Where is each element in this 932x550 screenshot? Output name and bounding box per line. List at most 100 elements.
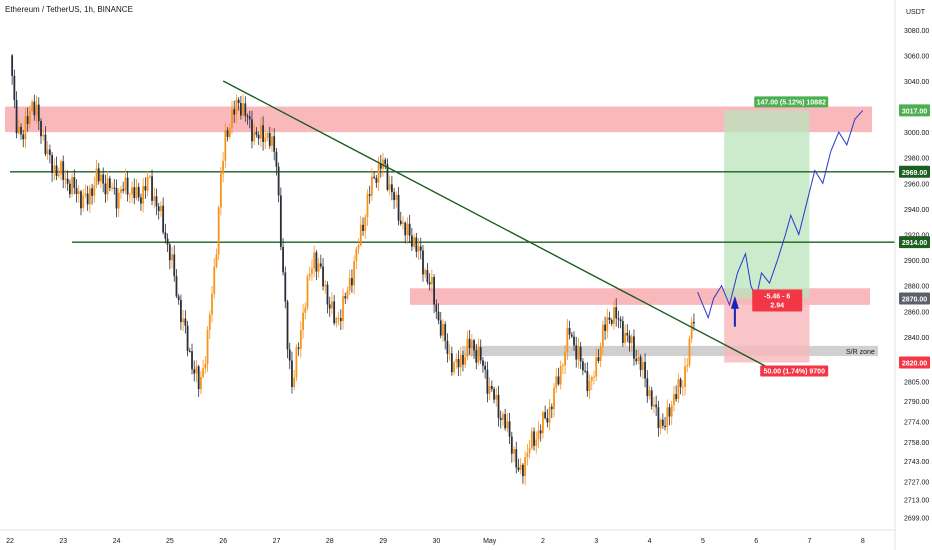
candle-body — [570, 334, 573, 337]
candle-body — [113, 187, 116, 189]
candle-body — [368, 194, 371, 196]
price-tag-bg — [899, 104, 930, 117]
x-tick-label: 6 — [754, 538, 758, 545]
candle-body — [402, 222, 404, 224]
candle-body — [71, 177, 73, 195]
candle-body — [213, 266, 216, 294]
candle-body — [433, 276, 435, 305]
candle-body — [164, 232, 167, 239]
candle-body — [95, 168, 98, 186]
candle-body — [373, 176, 376, 178]
price-axis[interactable]: USDT 3080.003060.003040.003020.003000.00… — [894, 0, 930, 550]
candle-body — [20, 126, 22, 135]
ratio-label-bg — [752, 289, 803, 312]
candle-body — [415, 237, 418, 252]
candle-body — [337, 318, 340, 320]
candle-body — [617, 318, 620, 320]
candle-body — [53, 165, 56, 173]
candle-body — [650, 390, 653, 407]
candle-body — [561, 365, 564, 367]
candle-body — [142, 186, 145, 204]
candle-body — [375, 177, 378, 183]
price-tag-text: 2969.00 — [902, 170, 927, 177]
profit-label: 147.00 (5.12%) 10882 — [754, 96, 829, 108]
candle-body — [86, 193, 89, 205]
candle-body — [553, 387, 555, 410]
candle-body — [204, 363, 207, 369]
candle-body — [681, 387, 684, 389]
currency-label: USDT — [906, 9, 926, 16]
candle-body — [64, 178, 67, 180]
candle-body — [693, 321, 695, 324]
candle-body — [217, 207, 220, 255]
candle-body — [466, 338, 469, 358]
y-tick-label: 3040.00 — [904, 79, 929, 86]
candle-body — [524, 457, 527, 477]
y-tick-label: 3060.00 — [904, 53, 929, 60]
candle-body — [510, 436, 513, 454]
time-axis[interactable]: 22 23 24 25 26 27 28 29 30 May 2 3 4 5 6 7 8 — [0, 529, 895, 545]
y-tick-label: 2860.00 — [904, 309, 929, 316]
y-tick-label: 2900.00 — [904, 258, 929, 265]
candle-body — [13, 75, 16, 101]
candle-body — [100, 174, 102, 182]
x-tick-label: 30 — [433, 538, 441, 545]
candle-body — [413, 237, 416, 247]
candle-body — [248, 116, 251, 120]
candle-body — [288, 349, 291, 361]
candle-body — [233, 109, 236, 115]
candle-body — [180, 299, 182, 323]
price-tag-bg — [899, 356, 930, 369]
candle-body — [615, 307, 618, 319]
candle-body — [564, 352, 567, 366]
price-tag-bg — [899, 236, 930, 249]
candle-body — [244, 103, 247, 116]
candle-body — [60, 161, 62, 175]
candle-body — [395, 194, 398, 201]
candle-body — [66, 178, 69, 184]
candle-body — [437, 311, 440, 321]
candle-body — [546, 418, 549, 423]
candle-body — [137, 186, 140, 198]
candle-body — [44, 134, 47, 155]
candle-body — [115, 187, 118, 209]
candle-body — [93, 185, 96, 196]
candle-body — [195, 366, 198, 374]
candle-body — [128, 194, 131, 196]
candle-body — [106, 178, 109, 195]
candle-body — [666, 407, 669, 427]
plot-area[interactable]: 147.00 (5.12%) 10882 50.00 (1.74%) 9700 -5… — [5, 54, 895, 486]
candle-body — [197, 366, 200, 390]
candle-body — [641, 361, 644, 371]
candle-body — [188, 350, 191, 352]
candle-body — [557, 376, 560, 385]
candle-body — [37, 104, 40, 122]
candle-body — [22, 134, 25, 140]
candle-body — [273, 136, 276, 152]
candle-body — [444, 324, 447, 341]
candle-body — [390, 184, 393, 193]
candle-body — [393, 192, 396, 201]
profit-label-text: 147.00 (5.12%) 10882 — [757, 99, 826, 106]
candle-body — [657, 407, 660, 429]
candle-body — [275, 151, 278, 167]
candle-body — [430, 276, 433, 285]
candle-body — [97, 168, 100, 182]
candle-body — [46, 149, 49, 155]
candle-body — [279, 195, 282, 247]
candle-body — [668, 407, 671, 417]
candle-body — [473, 340, 475, 351]
candle-body — [488, 385, 491, 394]
y-tick-label: 2880.00 — [904, 284, 929, 291]
candle-body — [688, 338, 691, 366]
candle-body — [284, 272, 287, 302]
candle-body — [135, 186, 138, 199]
candle-body — [468, 338, 471, 349]
price-tag-3017-00: 3017.00 — [899, 104, 930, 117]
candle-body — [219, 173, 222, 208]
candle-body — [266, 132, 269, 138]
candle-body — [299, 329, 302, 349]
candle-body — [595, 357, 598, 377]
candle-body — [646, 378, 649, 397]
